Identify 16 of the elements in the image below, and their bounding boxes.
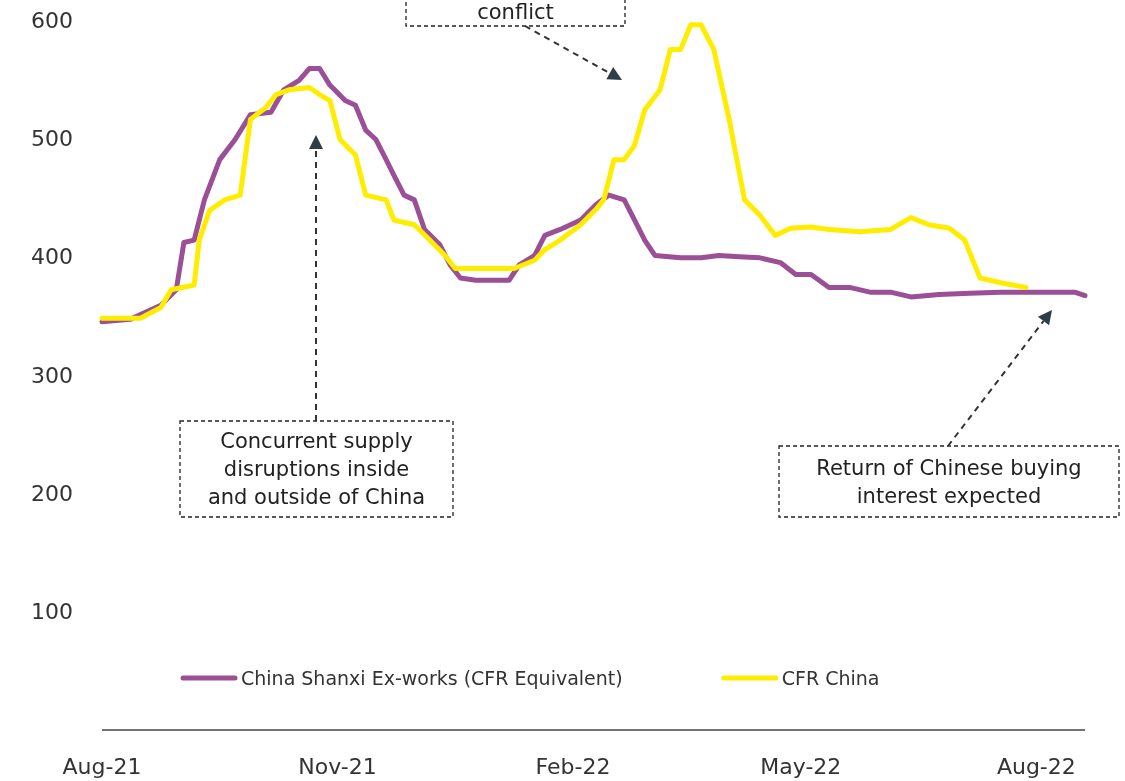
legend-label: CFR China bbox=[781, 666, 880, 689]
x-tick-label: May-22 bbox=[760, 754, 842, 779]
x-tick-label: Feb-22 bbox=[535, 754, 611, 779]
y-tick-label: 300 bbox=[31, 362, 73, 388]
y-tick-label: 500 bbox=[31, 126, 73, 152]
y-tick-label: 200 bbox=[31, 481, 73, 507]
annotation: conflict bbox=[477, 0, 554, 25]
annotation: Concurrent supply disruptions inside and outside of China bbox=[207, 429, 426, 510]
y-tick-label: 600 bbox=[31, 7, 73, 33]
legend-label: China Shanxi Ex-works (CFR Equivalent) bbox=[241, 666, 623, 689]
x-tick-label: Nov-21 bbox=[298, 754, 377, 779]
y-tick-label: 400 bbox=[31, 244, 73, 270]
x-tick-label: Aug-22 bbox=[996, 754, 1076, 779]
y-tick-label: 100 bbox=[31, 599, 73, 625]
x-tick-label: Aug-21 bbox=[62, 754, 142, 779]
annotation: Return of Chinese buying interest expected bbox=[816, 455, 1082, 508]
